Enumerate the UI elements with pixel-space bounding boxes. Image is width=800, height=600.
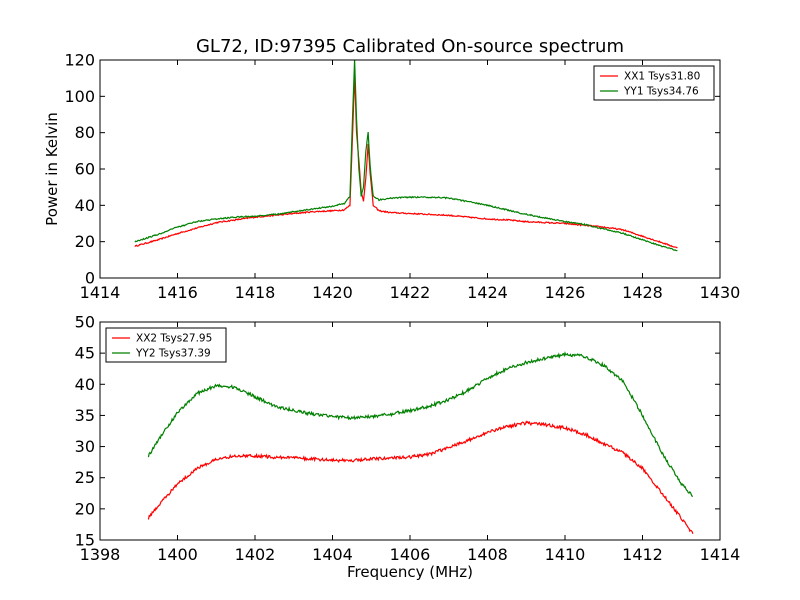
x-tick-label: 1406: [390, 545, 431, 564]
series-line-2-1: [147, 420, 694, 534]
x-tick-label: 1416: [157, 283, 198, 302]
legend: XX2 Tsys27.95 YY2 Tsys37.39: [105, 327, 227, 363]
y-tick-label: 25: [75, 468, 95, 487]
y-axis-label: Power in Kelvin: [43, 112, 61, 226]
y-tick-label: 120: [64, 51, 95, 70]
x-tick-label: 1426: [545, 283, 586, 302]
x-tick-label: 1408: [467, 545, 508, 564]
y-tick-label: 45: [75, 344, 95, 363]
y-tick-label: 60: [75, 160, 95, 179]
y-tick-label: 40: [75, 196, 95, 215]
x-tick-label: 1420: [312, 283, 353, 302]
y-tick-label: 50: [75, 313, 95, 332]
y-tick-label: 20: [75, 499, 95, 518]
x-tick-label: 1410: [545, 545, 586, 564]
y-tick-label: 40: [75, 375, 95, 394]
x-axis-label: Frequency (MHz): [347, 563, 473, 581]
legend-label: XX2 Tsys27.95: [136, 333, 212, 345]
x-tick-label: 1398: [80, 545, 121, 564]
y-tick-label: 15: [75, 531, 95, 550]
legend-label: YY1 Tsys34.76: [623, 86, 699, 98]
x-tick-label: 1428: [622, 283, 663, 302]
x-tick-label: 1412: [622, 545, 663, 564]
y-tick-label: 35: [75, 406, 95, 425]
y-tick-label: 30: [75, 437, 95, 456]
series-line-1-2: [134, 60, 678, 252]
y-tick-label: 0: [85, 269, 95, 288]
bottom-panel: 1398 1400 1402 1404 1406 1408 1410 1412 1414 15 20…: [75, 313, 741, 582]
legend: XX1 Tsys31.80 YY1 Tsys34.76: [593, 65, 715, 101]
series-group: [147, 351, 694, 534]
x-tick-label: 1404: [312, 545, 353, 564]
x-tick-label: 1402: [235, 545, 276, 564]
x-tick-label: 1414: [700, 545, 741, 564]
x-tick-label: 1422: [390, 283, 431, 302]
x-tick-label: 1418: [235, 283, 276, 302]
chart-title: GL72, ID:97395 Calibrated On-source spec…: [196, 36, 624, 57]
x-tick-label: 1424: [467, 283, 508, 302]
x-tick-label: 1400: [157, 545, 198, 564]
y-tick-label: 80: [75, 123, 95, 142]
y-tick-label: 100: [64, 87, 95, 106]
x-tick-label: 1414: [80, 283, 121, 302]
top-panel: 1414 1416 1418 1420 1422 1424 1426 1428 1430 0 20 4…: [43, 36, 740, 302]
x-tick-label: 1430: [700, 283, 741, 302]
legend-label: XX1 Tsys31.80: [624, 71, 700, 83]
legend-box: [105, 327, 227, 363]
y-tick-label: 20: [75, 232, 95, 251]
legend-label: YY2 Tsys37.39: [135, 348, 211, 360]
series-line-2-2: [147, 351, 694, 497]
series-group: [134, 60, 678, 252]
legend-box: [593, 65, 715, 101]
series-line-1-1: [134, 75, 678, 249]
